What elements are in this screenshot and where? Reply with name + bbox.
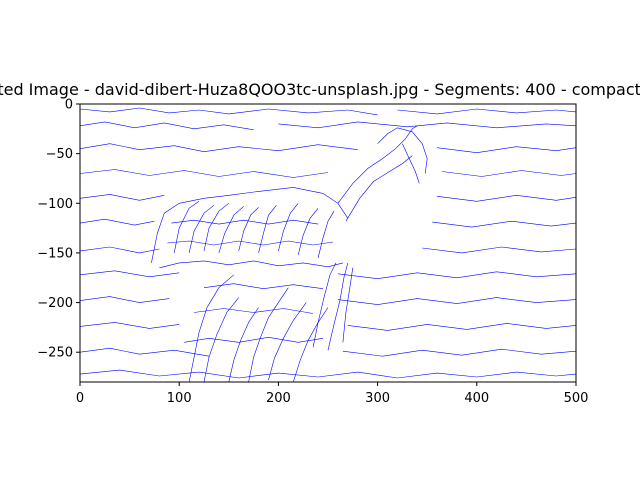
y-tick-label: −200 [37,296,73,311]
segment-line-31 [278,203,299,251]
x-tick-label: 100 [167,391,192,406]
segment-line-3 [278,121,577,129]
y-tick-label: −150 [37,246,73,261]
x-tick-label: 400 [464,391,489,406]
x-tick-label: 500 [564,391,589,406]
segment-line-7 [442,170,577,177]
segment-line-2 [79,121,254,131]
y-axis: 0 −50 −100 −150 −200 −250 [37,98,80,361]
x-tick-label: 300 [365,391,390,406]
segment-line-12 [79,246,160,254]
segment-line-29 [238,207,259,251]
y-tick-label: −250 [37,346,73,361]
segment-line-30 [258,205,277,253]
segment-line-13 [422,246,577,254]
segment-line-26 [188,205,215,253]
segment-line-23 [151,187,349,263]
segment-boundaries [79,107,577,383]
segment-line-28 [218,206,244,253]
segment-line-39 [402,143,420,184]
segment-line-48 [342,267,354,343]
segment-line-21 [342,348,577,357]
segment-line-6 [79,169,329,178]
segment-line-40 [188,274,234,383]
segment-line-20 [79,347,210,357]
segment-line-24 [159,260,343,269]
segment-line-4 [79,143,358,153]
y-tick-label: −100 [37,197,73,212]
segment-line-43 [248,287,289,383]
segment-line-14 [79,270,180,278]
segment-line-37 [345,155,413,222]
segment-line-33 [317,211,335,258]
segment-line-46 [312,262,337,348]
segment-line-44 [268,302,307,381]
segment-line-17 [337,297,577,305]
axes-frame [79,103,577,383]
x-tick-label: 0 [76,391,84,406]
segment-line-51 [203,283,324,290]
y-tick-label: 0 [65,98,73,113]
segment-line-19 [347,323,577,331]
segment-line-45 [293,307,329,383]
segment-line-27 [203,203,229,251]
x-tick-label: 200 [266,391,291,406]
segment-line-15 [337,271,577,280]
segment-line-8 [79,194,165,201]
segment-line-36 [337,125,418,204]
segment-line-5 [437,146,577,154]
segment-line-10 [79,218,155,226]
segment-line-34 [167,240,334,246]
segment-line-25 [173,201,200,253]
segment-line-9 [437,194,577,202]
y-tick-label: −50 [46,147,73,162]
segment-line-22 [79,369,577,379]
segment-line-32 [297,208,319,255]
segment-line-41 [203,297,239,383]
chart-title: Segmented Image - david-dibert-Huza8QOO3… [0,80,640,99]
segment-line-16 [79,296,170,303]
segment-line-38 [377,127,428,174]
segment-line-49 [184,336,324,343]
x-axis: 0 100 200 300 400 500 [76,382,589,406]
segment-line-50 [194,308,314,314]
segment-line-35 [171,219,319,225]
segment-line-42 [228,307,259,383]
segment-line-1 [397,108,577,115]
segment-line-18 [79,322,180,329]
segment-line-0 [79,107,378,116]
segment-line-47 [327,262,349,351]
segment-line-11 [432,220,577,228]
